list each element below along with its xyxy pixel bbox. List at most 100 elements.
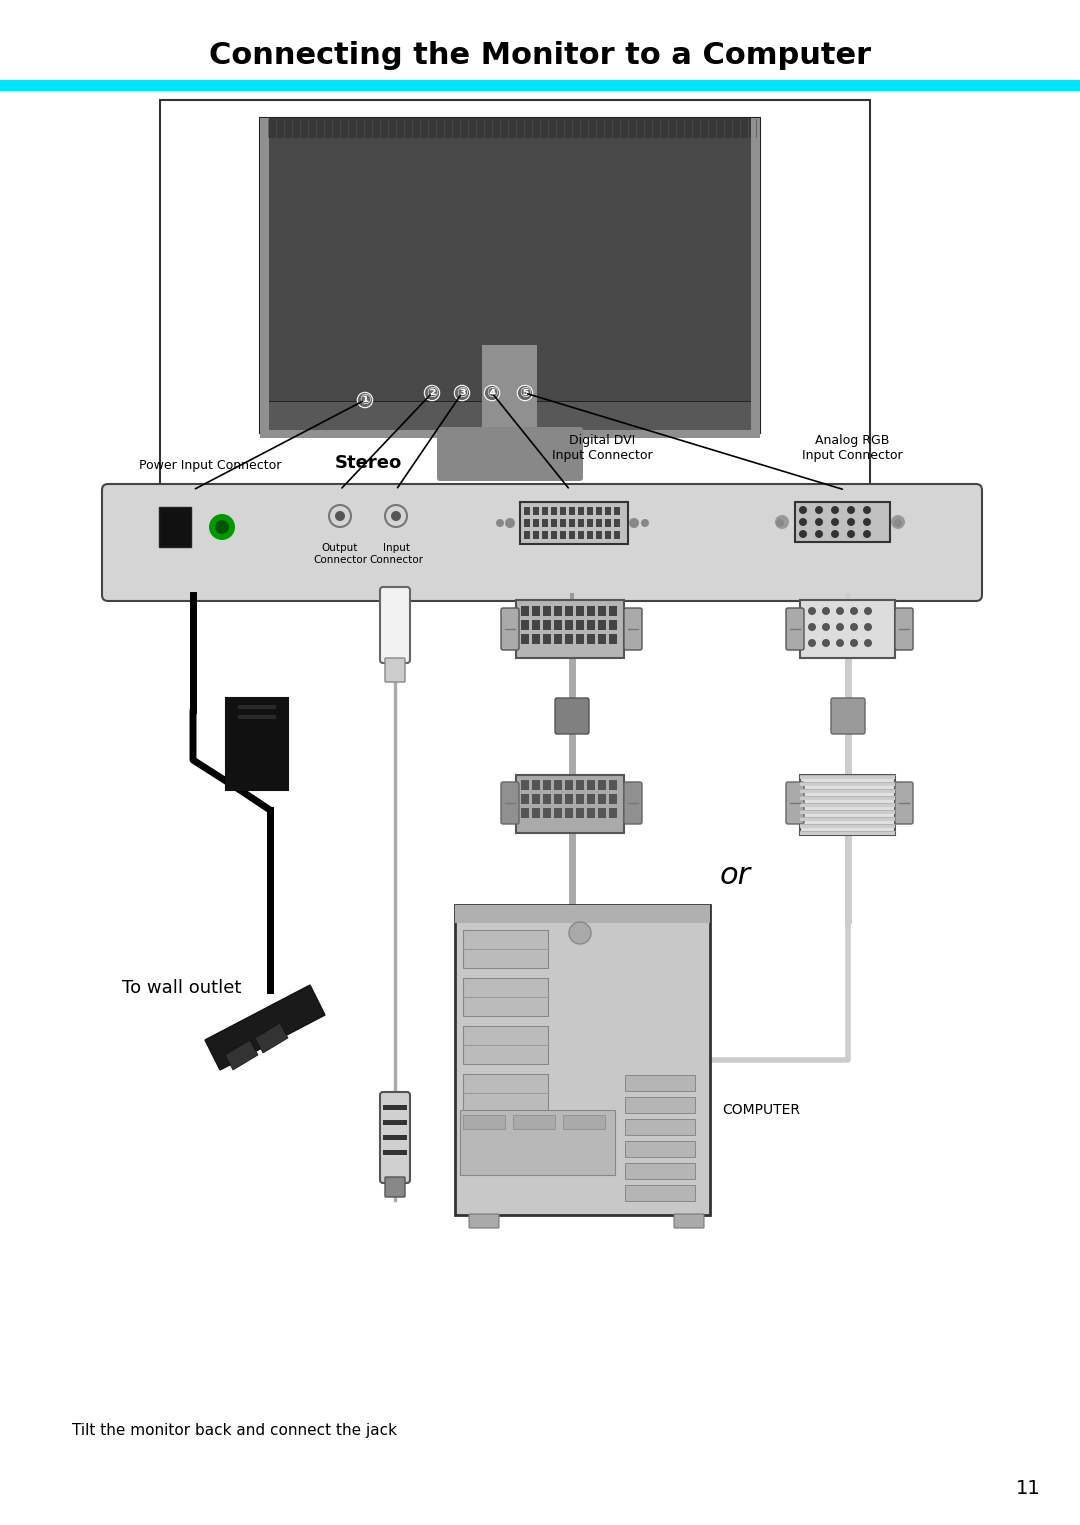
Circle shape bbox=[775, 515, 789, 529]
Bar bbox=[532, 795, 540, 804]
Bar bbox=[588, 621, 595, 630]
Text: Connecting the Monitor to a Computer: Connecting the Monitor to a Computer bbox=[208, 41, 872, 70]
Circle shape bbox=[799, 506, 807, 514]
Bar bbox=[260, 117, 760, 137]
FancyBboxPatch shape bbox=[463, 1074, 548, 1112]
Bar bbox=[598, 621, 606, 630]
Bar bbox=[576, 634, 584, 644]
FancyBboxPatch shape bbox=[625, 1119, 696, 1135]
Bar bbox=[800, 775, 895, 779]
Bar bbox=[532, 605, 540, 616]
Text: COMPUTER: COMPUTER bbox=[723, 1103, 800, 1116]
Bar bbox=[554, 605, 562, 616]
Text: ⑤: ⑤ bbox=[519, 386, 531, 400]
Circle shape bbox=[808, 624, 816, 631]
Bar bbox=[578, 531, 584, 538]
FancyBboxPatch shape bbox=[380, 1092, 410, 1183]
Circle shape bbox=[496, 518, 504, 528]
Bar bbox=[565, 795, 573, 804]
Bar bbox=[569, 518, 575, 528]
Bar bbox=[532, 634, 540, 644]
FancyBboxPatch shape bbox=[513, 1115, 555, 1128]
Bar bbox=[543, 808, 551, 817]
FancyBboxPatch shape bbox=[624, 608, 642, 650]
Text: ③: ③ bbox=[456, 386, 468, 400]
Bar bbox=[554, 808, 562, 817]
Circle shape bbox=[864, 624, 872, 631]
FancyBboxPatch shape bbox=[469, 1214, 499, 1228]
Bar bbox=[576, 621, 584, 630]
FancyBboxPatch shape bbox=[800, 599, 895, 657]
Circle shape bbox=[215, 520, 229, 534]
FancyBboxPatch shape bbox=[625, 1096, 696, 1113]
Bar bbox=[596, 518, 602, 528]
Bar bbox=[543, 605, 551, 616]
FancyBboxPatch shape bbox=[384, 657, 405, 682]
Bar bbox=[588, 779, 595, 790]
Bar bbox=[588, 795, 595, 804]
Circle shape bbox=[629, 518, 639, 528]
Bar bbox=[800, 810, 895, 814]
Bar bbox=[551, 506, 557, 515]
Bar bbox=[524, 518, 530, 528]
FancyBboxPatch shape bbox=[786, 782, 804, 824]
FancyBboxPatch shape bbox=[625, 1141, 696, 1157]
FancyBboxPatch shape bbox=[226, 698, 288, 790]
Bar bbox=[543, 795, 551, 804]
Bar bbox=[543, 621, 551, 630]
Bar bbox=[588, 531, 593, 538]
FancyBboxPatch shape bbox=[895, 782, 913, 824]
Bar bbox=[521, 634, 529, 644]
Text: To wall outlet: To wall outlet bbox=[122, 979, 241, 997]
Circle shape bbox=[831, 518, 839, 526]
FancyBboxPatch shape bbox=[624, 782, 642, 824]
Bar bbox=[598, 605, 606, 616]
FancyBboxPatch shape bbox=[516, 775, 624, 833]
FancyBboxPatch shape bbox=[516, 599, 624, 657]
Bar bbox=[551, 531, 557, 538]
FancyBboxPatch shape bbox=[501, 782, 519, 824]
Bar bbox=[543, 634, 551, 644]
Text: Stereo: Stereo bbox=[335, 454, 402, 473]
Circle shape bbox=[335, 511, 345, 522]
Circle shape bbox=[850, 624, 858, 631]
FancyBboxPatch shape bbox=[159, 506, 191, 547]
Bar bbox=[455, 904, 710, 923]
FancyBboxPatch shape bbox=[102, 483, 982, 601]
FancyBboxPatch shape bbox=[501, 608, 519, 650]
Bar bbox=[588, 506, 593, 515]
FancyBboxPatch shape bbox=[455, 904, 710, 1215]
Bar bbox=[565, 605, 573, 616]
Circle shape bbox=[569, 923, 591, 944]
Bar bbox=[588, 808, 595, 817]
Text: ④: ④ bbox=[486, 386, 498, 400]
Bar bbox=[554, 634, 562, 644]
Bar bbox=[800, 788, 895, 793]
Bar bbox=[598, 795, 606, 804]
Bar bbox=[383, 1119, 407, 1125]
Bar bbox=[598, 779, 606, 790]
Bar bbox=[521, 621, 529, 630]
Circle shape bbox=[505, 518, 515, 528]
Bar bbox=[596, 506, 602, 515]
Bar bbox=[383, 1106, 407, 1110]
Circle shape bbox=[808, 639, 816, 647]
FancyBboxPatch shape bbox=[384, 1177, 405, 1197]
Bar bbox=[565, 779, 573, 790]
Bar bbox=[260, 117, 269, 433]
Circle shape bbox=[891, 515, 905, 529]
Bar bbox=[576, 795, 584, 804]
Text: ①: ① bbox=[360, 393, 370, 407]
Circle shape bbox=[822, 639, 831, 647]
Text: ②: ② bbox=[427, 386, 437, 400]
Bar bbox=[609, 795, 617, 804]
Circle shape bbox=[863, 506, 870, 514]
Circle shape bbox=[815, 506, 823, 514]
Circle shape bbox=[836, 607, 843, 615]
Circle shape bbox=[894, 518, 902, 528]
Circle shape bbox=[831, 531, 839, 538]
FancyBboxPatch shape bbox=[463, 978, 548, 1016]
Bar bbox=[615, 506, 620, 515]
Bar bbox=[576, 779, 584, 790]
Bar bbox=[554, 779, 562, 790]
